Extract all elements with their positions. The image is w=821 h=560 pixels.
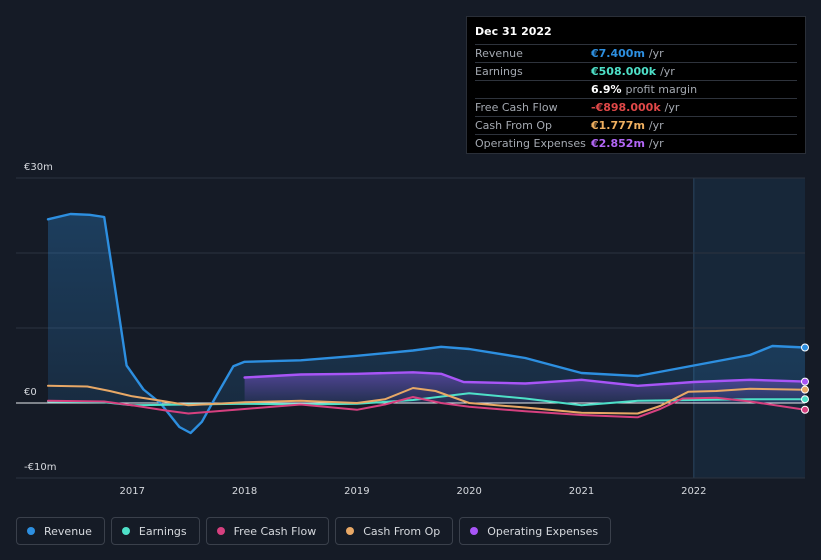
series-end-marker-fcf (801, 405, 809, 414)
legend-label: Operating Expenses (487, 524, 599, 538)
tooltip-row-unit: /yr (648, 137, 664, 150)
tooltip-row: 6.9% profit margin (475, 81, 797, 99)
series-line-fcf (47, 396, 806, 419)
tooltip-row-unit: /yr (660, 65, 675, 78)
y-tick-label: €0 (24, 387, 37, 398)
legend-item-operating-expenses[interactable]: Operating Expenses (459, 517, 612, 545)
tooltip-row-value: €2.852m (591, 137, 645, 150)
series-end-marker-opex (801, 377, 809, 386)
legend-dot-icon (27, 527, 35, 535)
series-end-marker-revenue (801, 343, 809, 352)
legend-dot-icon (121, 527, 130, 535)
series-line-revenue (46, 212, 807, 435)
legend-item-revenue[interactable]: Revenue (16, 517, 105, 545)
x-tick-label: 2020 (456, 486, 481, 497)
legend-label: Earnings (138, 524, 187, 538)
legend-label: Free Cash Flow (233, 524, 317, 538)
tooltip-row-label: Free Cash Flow (475, 101, 558, 114)
legend-item-free-cash-flow[interactable]: Free Cash Flow (205, 517, 330, 545)
series-end-marker-earnings (801, 395, 809, 404)
tooltip-row-value: €7.400m (591, 47, 645, 60)
tooltip-date: Dec 31 2022 (475, 25, 797, 45)
x-tick-label: 2018 (232, 486, 257, 497)
tooltip-row-unit: /yr (664, 101, 680, 114)
tooltip-row-label: Cash From Op (475, 119, 553, 132)
x-tick-label: 2017 (120, 486, 145, 497)
tooltip-row-value: €508.000k (591, 65, 657, 78)
legend-label: Revenue (44, 524, 92, 538)
series-line-opex (243, 371, 807, 387)
tooltip-row-value: €1.777m (591, 119, 645, 132)
tooltip-row: Revenue €7.400m/yr (475, 45, 797, 63)
tooltip-row-unit: /yr (648, 119, 664, 132)
legend: Revenue Earnings Free Cash Flow Cash From O… (16, 517, 612, 545)
series-end-marker-cfo (801, 385, 809, 394)
tooltip-row: Cash From Op €1.777m/yr (475, 117, 797, 135)
tooltip-panel: Dec 31 2022 Revenue €7.400m/yr Earnings €50… (466, 16, 806, 154)
legend-item-earnings[interactable]: Earnings (110, 517, 200, 545)
legend-dot-icon (346, 527, 355, 535)
x-tick-label: 2021 (569, 486, 594, 497)
y-tick-label: -€10m (24, 462, 56, 473)
tooltip-row: Free Cash Flow -€898.000k/yr (475, 99, 797, 117)
tooltip-row-value: 6.9% (591, 83, 622, 96)
tooltip-row-label: Revenue (475, 47, 523, 60)
legend-dot-icon (216, 527, 225, 535)
x-tick-label: 2019 (344, 486, 369, 497)
tooltip-row: Earnings €508.000k/yr (475, 63, 797, 81)
tooltip-row-label: Operating Expenses (475, 137, 586, 150)
tooltip-row: Operating Expenses €2.852m/yr (475, 135, 797, 152)
series-area-revenue (48, 214, 805, 433)
tooltip-row-label: Earnings (475, 65, 523, 78)
tooltip-row-value: -€898.000k (591, 101, 661, 114)
legend-item-cash-from-op[interactable]: Cash From Op (335, 517, 454, 545)
legend-dot-icon (470, 527, 479, 535)
legend-label: Cash From Op (363, 524, 441, 538)
series-line-cfo (47, 384, 806, 415)
tooltip-row-unit: profit margin (625, 83, 698, 96)
tooltip-row-unit: /yr (648, 47, 664, 60)
series-line-earnings (47, 392, 806, 407)
y-tick-label: €30m (24, 162, 53, 173)
x-tick-label: 2022 (681, 486, 706, 497)
